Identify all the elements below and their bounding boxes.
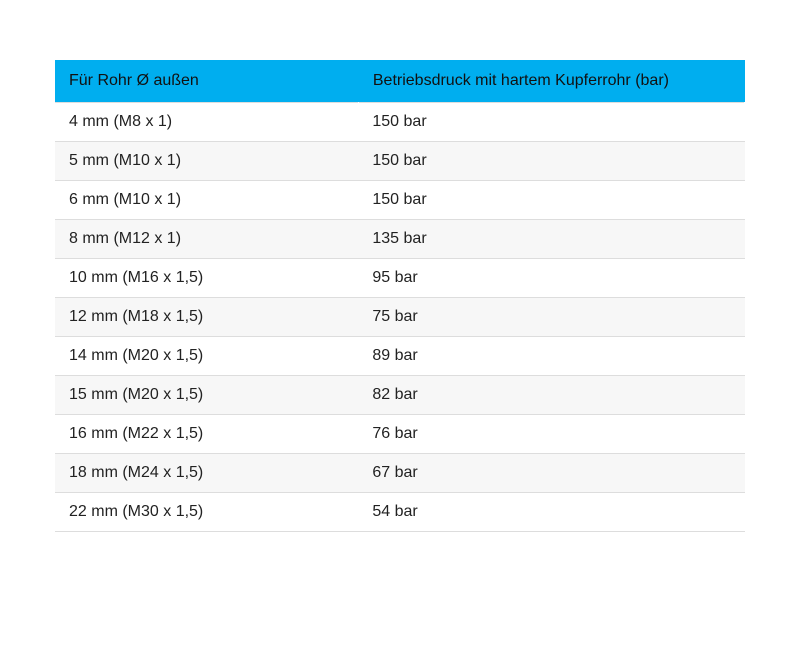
cell-pressure: 67 bar [358, 453, 744, 492]
pressure-table: Für Rohr Ø außen Betriebsdruck mit harte… [55, 60, 745, 532]
cell-pressure: 82 bar [358, 375, 744, 414]
table-row: 6 mm (M10 x 1)150 bar [55, 180, 745, 219]
cell-pipe: 14 mm (M20 x 1,5) [55, 336, 358, 375]
cell-pipe: 4 mm (M8 x 1) [55, 102, 358, 141]
table-row: 8 mm (M12 x 1)135 bar [55, 219, 745, 258]
cell-pipe: 8 mm (M12 x 1) [55, 219, 358, 258]
table-row: 22 mm (M30 x 1,5)54 bar [55, 492, 745, 531]
cell-pipe: 12 mm (M18 x 1,5) [55, 297, 358, 336]
table-row: 4 mm (M8 x 1)150 bar [55, 102, 745, 141]
table-header-row: Für Rohr Ø außen Betriebsdruck mit harte… [55, 60, 745, 102]
cell-pipe: 16 mm (M22 x 1,5) [55, 414, 358, 453]
cell-pressure: 150 bar [358, 180, 744, 219]
table-row: 14 mm (M20 x 1,5)89 bar [55, 336, 745, 375]
table-row: 10 mm (M16 x 1,5)95 bar [55, 258, 745, 297]
table-container: Für Rohr Ø außen Betriebsdruck mit harte… [55, 60, 745, 532]
table-row: 16 mm (M22 x 1,5)76 bar [55, 414, 745, 453]
col-header-pressure: Betriebsdruck mit hartem Kupferrohr (bar… [358, 60, 744, 102]
cell-pressure: 89 bar [358, 336, 744, 375]
cell-pressure: 76 bar [358, 414, 744, 453]
table-row: 18 mm (M24 x 1,5)67 bar [55, 453, 745, 492]
col-header-pipe: Für Rohr Ø außen [55, 60, 358, 102]
cell-pipe: 10 mm (M16 x 1,5) [55, 258, 358, 297]
cell-pressure: 54 bar [358, 492, 744, 531]
cell-pipe: 22 mm (M30 x 1,5) [55, 492, 358, 531]
cell-pipe: 15 mm (M20 x 1,5) [55, 375, 358, 414]
cell-pressure: 150 bar [358, 102, 744, 141]
table-row: 15 mm (M20 x 1,5)82 bar [55, 375, 745, 414]
cell-pipe: 18 mm (M24 x 1,5) [55, 453, 358, 492]
cell-pressure: 135 bar [358, 219, 744, 258]
cell-pipe: 6 mm (M10 x 1) [55, 180, 358, 219]
cell-pipe: 5 mm (M10 x 1) [55, 141, 358, 180]
cell-pressure: 95 bar [358, 258, 744, 297]
cell-pressure: 150 bar [358, 141, 744, 180]
table-row: 12 mm (M18 x 1,5)75 bar [55, 297, 745, 336]
cell-pressure: 75 bar [358, 297, 744, 336]
table-row: 5 mm (M10 x 1)150 bar [55, 141, 745, 180]
